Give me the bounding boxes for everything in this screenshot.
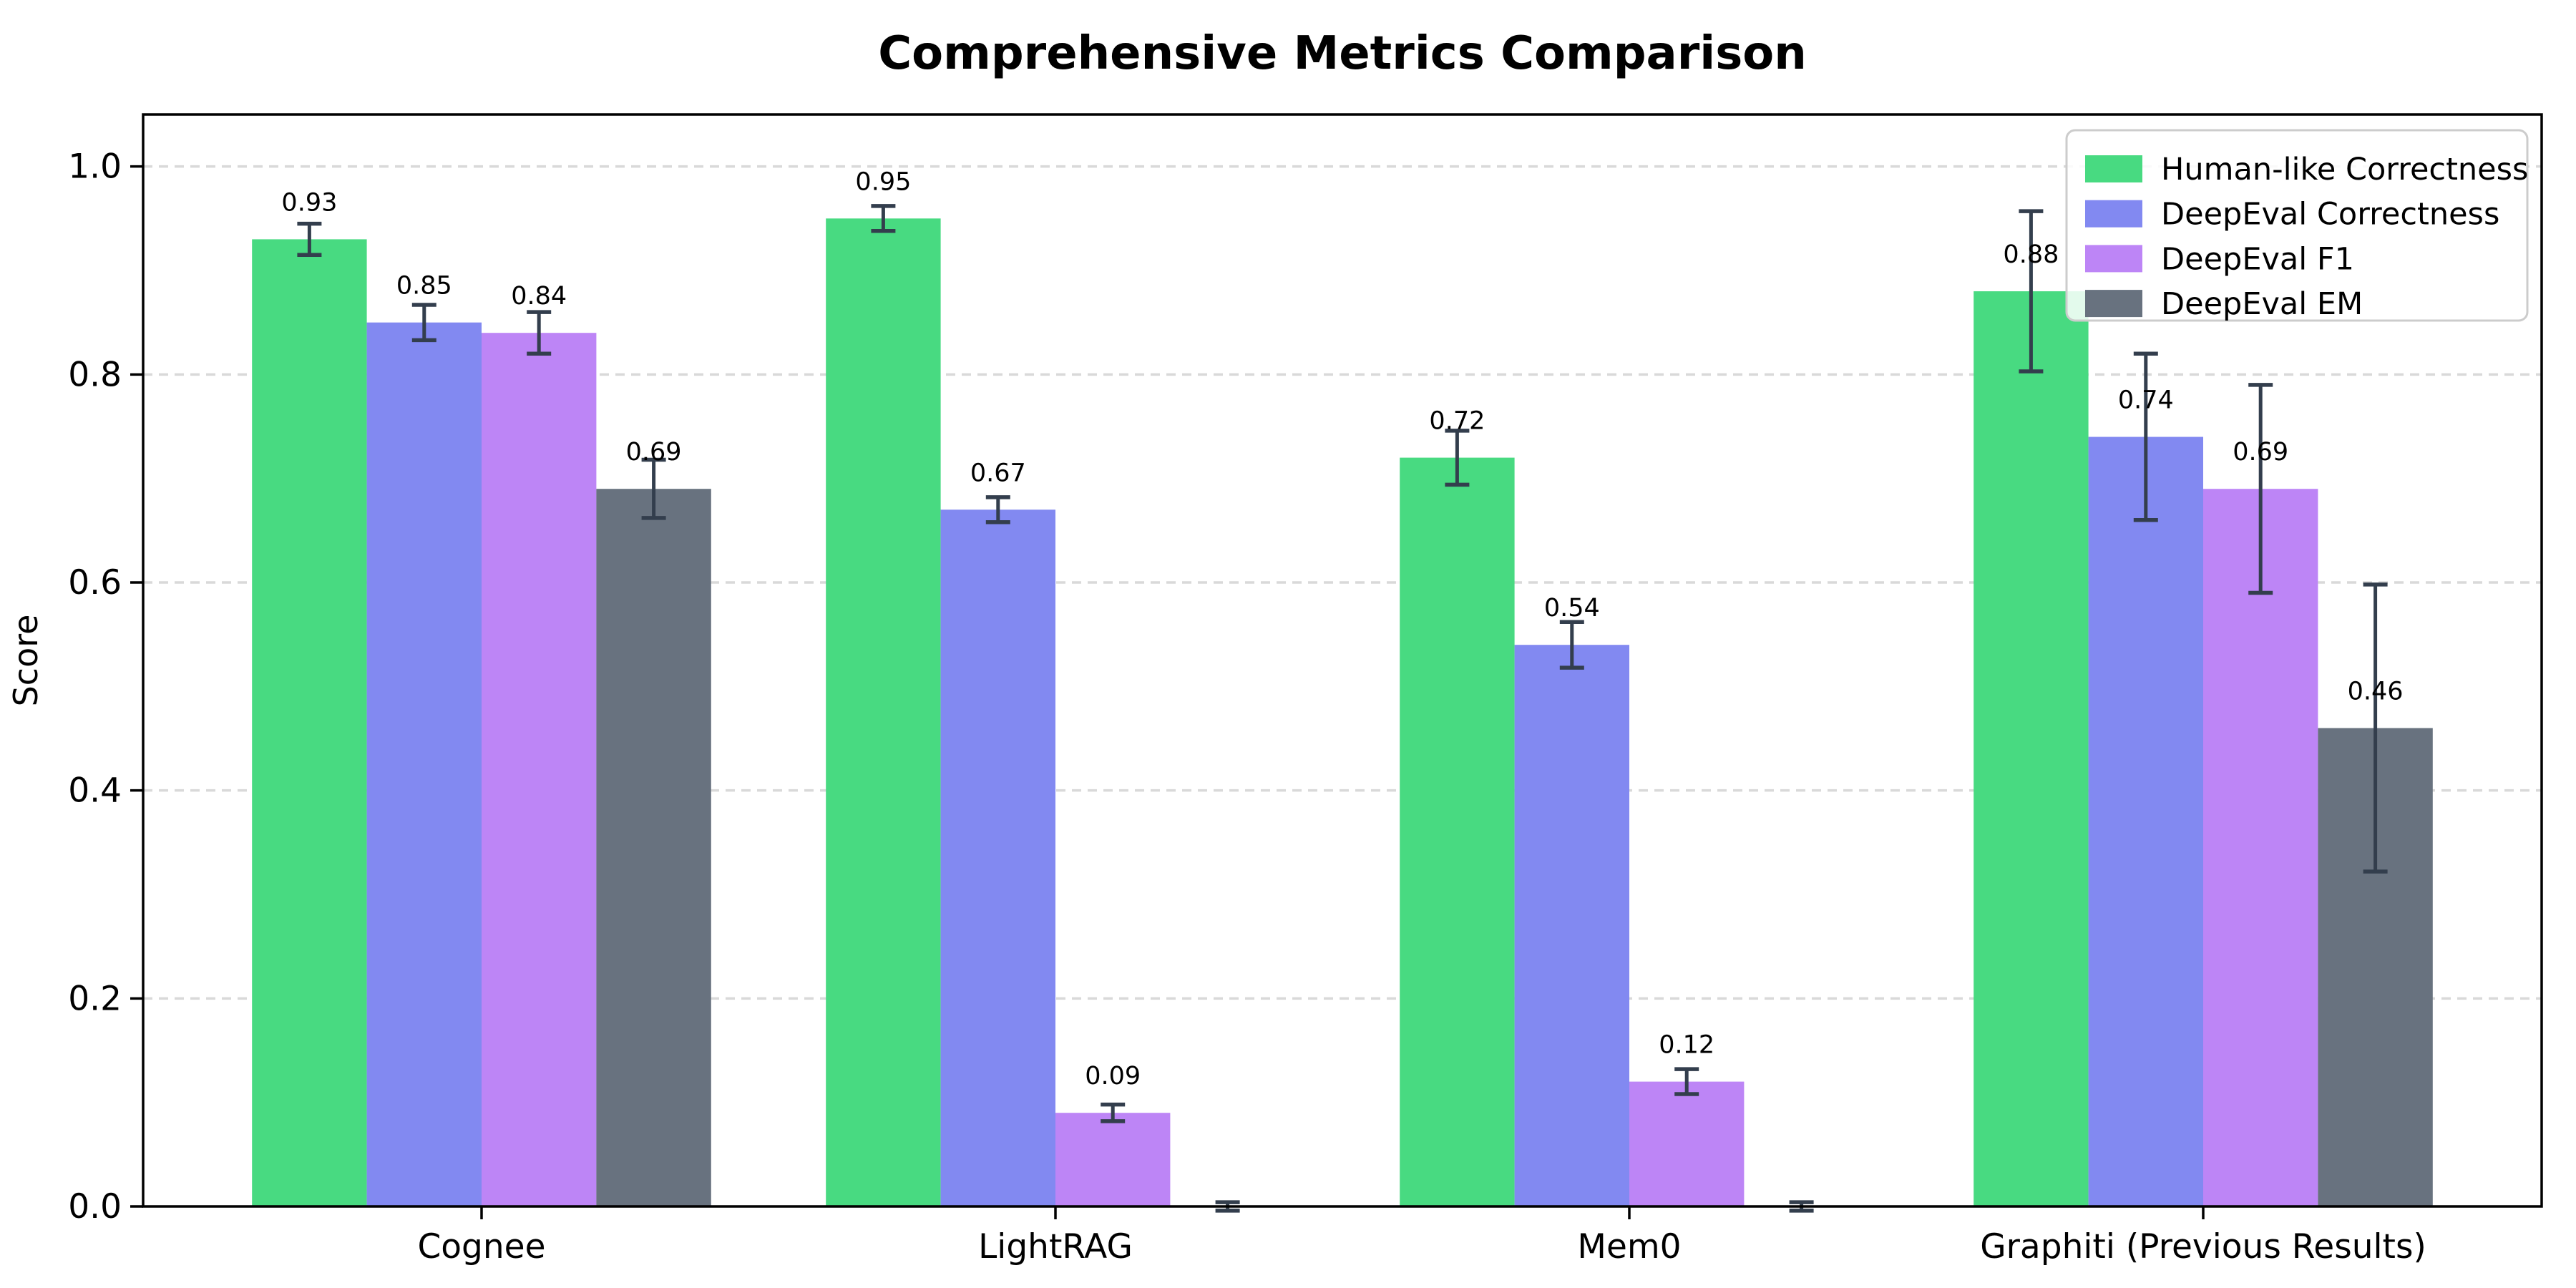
x-tick-label: LightRAG <box>978 1227 1133 1267</box>
y-tick-label: 0.2 <box>68 979 122 1018</box>
bar-human-like-correctness-2 <box>1400 457 1515 1206</box>
value-label: 0.72 <box>1429 407 1485 436</box>
value-label: 0.67 <box>970 459 1026 487</box>
legend-label: DeepEval Correctness <box>2161 197 2499 233</box>
bar-deepeval-f1-1 <box>1055 1113 1171 1206</box>
plot-frame <box>142 113 2543 1208</box>
legend-label: Human-like Correctness <box>2161 152 2528 187</box>
bar-deepeval-correctness-2 <box>1514 645 1629 1206</box>
value-label: 0.93 <box>281 188 337 217</box>
bar-deepeval-f1-0 <box>482 333 597 1207</box>
legend: Human-like Correctness DeepEval Correctne… <box>2065 129 2529 322</box>
value-label: 0.69 <box>2233 438 2288 467</box>
value-label: 0.46 <box>2348 677 2404 706</box>
bar-deepeval-correctness-1 <box>940 509 1055 1206</box>
bar-layer <box>252 218 2433 1207</box>
legend-swatch <box>2085 155 2142 182</box>
y-tick-label: 1.0 <box>68 147 122 187</box>
bar-deepeval-f1-2 <box>1629 1081 1745 1206</box>
bar-human-like-correctness-3 <box>1974 291 2089 1207</box>
value-label: 0.09 <box>1085 1062 1141 1091</box>
chart-title: Comprehensive Metrics Comparison <box>878 27 1807 80</box>
y-tick-label: 0.0 <box>68 1187 122 1226</box>
x-tick-label: Mem0 <box>1577 1227 1681 1267</box>
bar-deepeval-correctness-3 <box>2088 436 2203 1206</box>
bar-deepeval-em-0 <box>596 489 711 1206</box>
y-axis-label: Score <box>6 615 45 707</box>
value-label: 0.95 <box>855 167 911 196</box>
axis-layer: 0.0 0.2 0.4 0.6 0.8 1.0 Cognee LightRAG Mem0 Grap… <box>68 113 2543 1267</box>
legend-label: DeepEval EM <box>2161 286 2363 322</box>
value-label: 0.84 <box>511 282 567 311</box>
bar-deepeval-correctness-0 <box>366 322 482 1207</box>
value-label: 0.88 <box>2003 240 2059 269</box>
bar-deepeval-f1-3 <box>2203 489 2318 1206</box>
legend-swatch <box>2085 290 2142 318</box>
value-label: 0.69 <box>626 438 682 467</box>
value-label-layer: 0.93 0.95 0.72 0.88 0.85 0.67 0.54 0.74 0.84 0.09… <box>281 167 2403 1091</box>
y-tick-label: 0.6 <box>68 563 122 602</box>
bar-human-like-correctness-0 <box>252 239 367 1206</box>
y-tick-label: 0.8 <box>68 355 122 394</box>
value-label: 0.85 <box>396 272 452 301</box>
y-tick-label: 0.4 <box>68 771 122 811</box>
x-tick-label: Graphiti (Previous Results) <box>1980 1227 2426 1267</box>
legend-label: DeepEval F1 <box>2161 241 2354 277</box>
value-label: 0.74 <box>2118 386 2174 415</box>
legend-swatch <box>2085 245 2142 273</box>
legend-swatch <box>2085 200 2142 228</box>
value-label: 0.12 <box>1659 1031 1714 1060</box>
bar-human-like-correctness-1 <box>826 218 941 1206</box>
legend-box <box>2065 129 2529 322</box>
x-tick-label: Cognee <box>417 1227 545 1267</box>
error-bar-layer <box>297 204 2388 1213</box>
value-label: 0.54 <box>1544 594 1600 623</box>
